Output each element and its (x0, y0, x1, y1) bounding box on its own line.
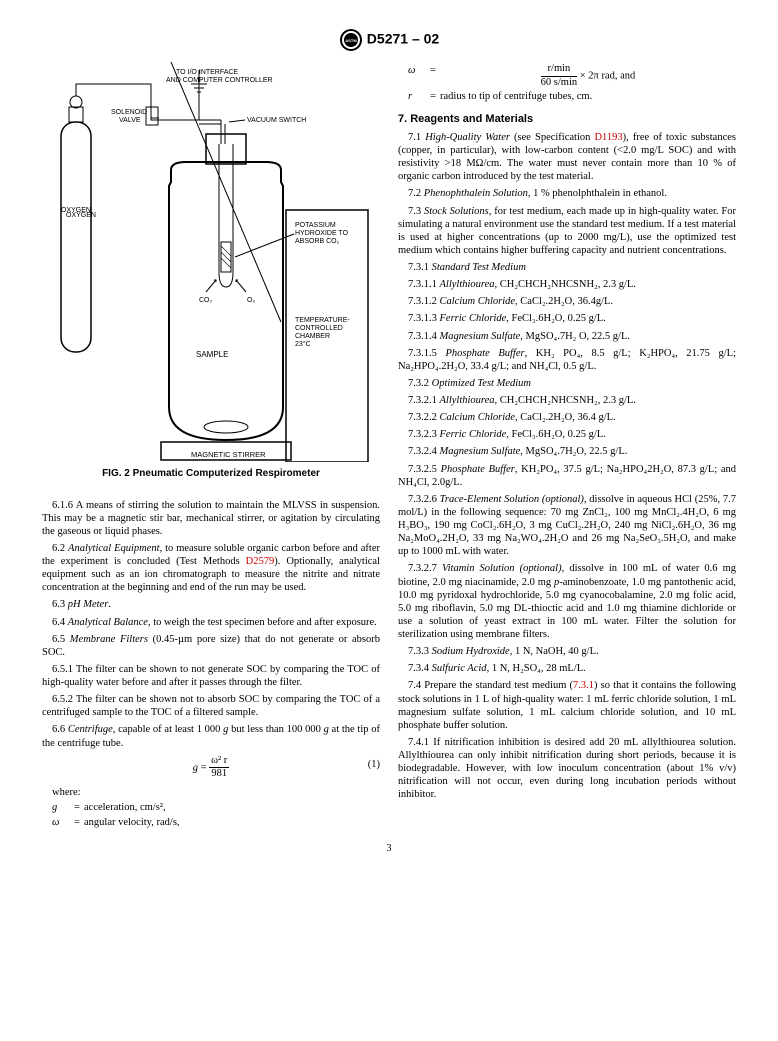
para-7-3-2-2: 7.3.2.2 Calcium Chloride, CaCl₂.2H₂O, 36… (398, 411, 736, 424)
para-6-5-2: 6.5.2 The filter can be shown not to abs… (42, 693, 380, 719)
para-7-3-1-4: 7.3.1.4 Magnesium Sulfate, MgSO₄.7H₂ O, … (398, 330, 736, 343)
designation: D5271 – 02 (367, 31, 439, 47)
figure-caption: FIG. 2 Pneumatic Computerized Respiromet… (42, 468, 380, 481)
where-r: r=radius to tip of centrifuge tubes, cm. (408, 90, 736, 103)
para-7-3-1: 7.3.1 Standard Test Medium (398, 261, 736, 274)
where-omega-eq: ω= r/min60 s/min × 2π rad, and (408, 64, 736, 88)
para-7-3: 7.3 Stock Solutions, for test medium, ea… (398, 205, 736, 258)
figure-2-diagram: OXYGEN (51, 62, 371, 462)
svg-text:MAGNETIC STIRRER: MAGNETIC STIRRER (191, 450, 266, 459)
svg-text:AND COMPUTER CONTROLLER: AND COMPUTER CONTROLLER (166, 77, 273, 84)
para-7-1: 7.1 High-Quality Water (see Specificatio… (398, 131, 736, 184)
svg-text:VACUUM SWITCH: VACUUM SWITCH (247, 117, 306, 124)
svg-text:TEMPERATURE-: TEMPERATURE- (295, 317, 350, 324)
para-7-3-4: 7.3.4 Sulfuric Acid, 1 N, H₂SO₄, 28 mL/L… (398, 662, 736, 675)
svg-text:TO I/O INTERFACE: TO I/O INTERFACE (176, 69, 238, 76)
para-7-3-1-2: 7.3.1.2 Calcium Chloride, CaCl₂.2H₂O, 36… (398, 295, 736, 308)
where-g: g=acceleration, cm/s², (52, 801, 380, 814)
svg-text:HYDROXIDE TO: HYDROXIDE TO (295, 230, 349, 237)
page-number: 3 (42, 843, 736, 854)
para-7-3-1-5: 7.3.1.5 Phosphate Buffer, KH₂ PO₄, 8.5 g… (398, 347, 736, 373)
section-7-head: 7. Reagents and Materials (398, 113, 736, 127)
para-6-4: 6.4 Analytical Balance, to weigh the tes… (42, 616, 380, 629)
link-d1193[interactable]: D1193 (594, 132, 622, 143)
svg-text:POTASSIUM: POTASSIUM (295, 222, 336, 229)
page-header: ASTM D5271 – 02 (42, 28, 736, 52)
two-column-layout: OXYGEN (42, 62, 736, 831)
para-7-3-2-6: 7.3.2.6 Trace-Element Solution (optional… (398, 493, 736, 559)
para-7-2: 7.2 Phenophthalein Solution, 1 % phenolp… (398, 187, 736, 200)
para-7-3-1-1: 7.3.1.1 Allylthiourea, CH₂CHCH₂NHCSNH₂, … (398, 278, 736, 291)
para-6-1-6: 6.1.6 A means of stirring the solution t… (42, 499, 380, 538)
para-7-3-2: 7.3.2 Optimized Test Medium (398, 377, 736, 390)
para-7-3-2-5: 7.3.2.5 Phosphate Buffer, KH₂PO₄, 37.5 g… (398, 463, 736, 489)
svg-text:23°C: 23°C (295, 340, 311, 348)
astm-logo: ASTM (339, 28, 363, 52)
where-label: where: (52, 786, 380, 799)
right-column: ω= r/min60 s/min × 2π rad, and r=radius … (398, 62, 736, 831)
svg-text:VALVE: VALVE (119, 117, 141, 124)
para-7-3-2-1: 7.3.2.1 Allylthiourea, CH₂CHCH₂NHCSNH₂, … (398, 394, 736, 407)
where-omega: ω=angular velocity, rad/s, (52, 816, 380, 829)
para-6-5-1: 6.5.1 The filter can be shown to not gen… (42, 663, 380, 689)
svg-text:SAMPLE: SAMPLE (196, 350, 228, 359)
para-7-3-1-3: 7.3.1.3 Ferric Chloride, FeCl₃.6H₂O, 0.2… (398, 312, 736, 325)
link-7-3-1[interactable]: 7.3.1 (573, 680, 594, 691)
para-7-4-1: 7.4.1 If nitrification inhibition is des… (398, 736, 736, 802)
page: ASTM D5271 – 02 OXYGEN (0, 0, 778, 878)
link-d2579[interactable]: D2579 (246, 556, 275, 567)
para-6-2: 6.2 Analytical Equipment, to measure sol… (42, 542, 380, 595)
para-7-3-2-7: 7.3.2.7 Vitamin Solution (optional), dis… (398, 562, 736, 641)
svg-text:ABSORB CO₂: ABSORB CO₂ (295, 238, 340, 245)
para-6-3: 6.3 pH Meter. (42, 598, 380, 611)
svg-text:CHAMBER: CHAMBER (295, 333, 330, 340)
equation-1: g = ω² r981 (1) (42, 756, 380, 780)
svg-text:CO₂: CO₂ (199, 297, 213, 304)
svg-text:OXYGEN: OXYGEN (66, 212, 96, 219)
para-7-4: 7.4 Prepare the standard test medium (7.… (398, 679, 736, 732)
para-7-3-2-3: 7.3.2.3 Ferric Chloride, FeCl₃.6H₂O, 0.2… (398, 428, 736, 441)
svg-text:ASTM: ASTM (345, 38, 357, 43)
para-6-6: 6.6 Centrifuge, capable of at least 1 00… (42, 723, 380, 749)
para-7-3-3: 7.3.3 Sodium Hydroxide, 1 N, NaOH, 40 g/… (398, 645, 736, 658)
svg-text:O₂: O₂ (247, 297, 255, 304)
svg-text:SOLENOID: SOLENOID (111, 109, 147, 116)
svg-text:CONTROLLED: CONTROLLED (295, 325, 343, 332)
left-column: OXYGEN (42, 62, 380, 831)
para-6-5: 6.5 Membrane Filters (0.45-µm pore size)… (42, 633, 380, 659)
para-7-3-2-4: 7.3.2.4 Magnesium Sulfate, MgSO₄.7H₂O, 2… (398, 445, 736, 458)
